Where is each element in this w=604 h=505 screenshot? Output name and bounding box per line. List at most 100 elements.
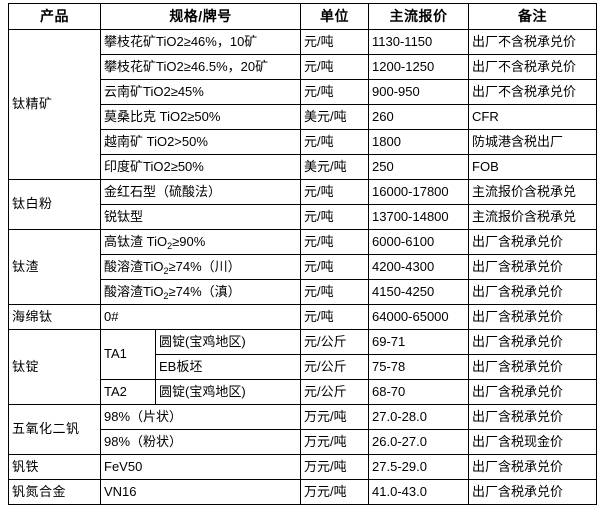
spec-subscript: 2 — [167, 240, 173, 251]
price-cell: 1130-1150 — [368, 29, 470, 55]
table-row: 越南矿 TiO2>50% 元/吨 1800 防城港含税出厂 — [9, 129, 598, 155]
unit-cell: 元/吨 — [300, 304, 370, 330]
unit-cell: 元/公斤 — [300, 329, 370, 355]
note-cell: 主流报价含税承兑 — [468, 204, 598, 230]
spec-cell: 攀枝花矿TiO2≥46.5%，20矿 — [99, 54, 302, 80]
note-cell: 出厂含税承兑价 — [468, 329, 598, 355]
note-cell: 出厂含税承兑价 — [468, 304, 598, 330]
price-cell: 64000-65000 — [368, 304, 470, 330]
note-cell: 出厂含税承兑价 — [468, 404, 598, 430]
unit-cell: 万元/吨 — [300, 429, 370, 455]
note-cell: 出厂含税现金价 — [468, 429, 598, 455]
table-row: 98%（粉状） 万元/吨 26.0-27.0 出厂含税现金价 — [9, 429, 598, 455]
spec-text-pre: 高钛渣 TiO — [104, 233, 168, 249]
product-name-cell: 钛锭 — [8, 329, 101, 405]
spec-cell: 印度矿TiO2≥50% — [99, 154, 302, 180]
price-table-container: 产品 规格/牌号 单位 主流报价 备注 钛精矿 攀枝花矿TiO2≥46%，10矿 元/吨 11… — [8, 3, 598, 505]
unit-cell: 元/吨 — [300, 279, 370, 305]
price-cell: 27.5-29.0 — [368, 454, 470, 480]
spec-cell: 攀枝花矿TiO2≥46%，10矿 — [99, 29, 302, 55]
table-row: 印度矿TiO2≥50% 美元/吨 250 FOB — [9, 154, 598, 180]
header-price: 主流报价 — [368, 3, 470, 30]
unit-cell: 元/吨 — [300, 129, 370, 155]
price-cell: 16000-17800 — [368, 179, 470, 205]
price-cell: 75-78 — [368, 354, 470, 380]
product-name-cell: 海绵钛 — [8, 304, 101, 330]
unit-cell: 元/公斤 — [300, 379, 370, 405]
price-cell: 69-71 — [368, 329, 470, 355]
price-cell: 900-950 — [368, 79, 470, 105]
grade-cell: TA2 — [100, 379, 156, 405]
unit-cell: 美元/吨 — [300, 154, 370, 180]
note-cell: 出厂含税承兑价 — [468, 354, 598, 380]
spec-cell: EB板坯 — [154, 354, 302, 380]
note-cell: 出厂不含税承兑价 — [468, 79, 598, 105]
unit-cell: 万元/吨 — [300, 404, 370, 430]
spec-cell: 98%（片状） — [99, 404, 302, 430]
unit-cell: 元/吨 — [300, 254, 370, 280]
product-name-cell: 钛白粉 — [8, 179, 101, 230]
spec-text-post: ≥90% — [172, 233, 206, 249]
spec-cell: 98%（粉状） — [99, 429, 302, 455]
spec-cell: 越南矿 TiO2>50% — [99, 129, 302, 155]
spec-cell: 酸溶渣TiO2≥74%（川） — [99, 254, 302, 280]
price-cell: 27.0-28.0 — [368, 404, 470, 430]
spec-cell: 圆锭(宝鸡地区) — [154, 379, 302, 405]
spec-text-post: ≥74%（川） — [168, 258, 241, 274]
price-cell: 250 — [368, 154, 470, 180]
table-row: 钛渣 高钛渣 TiO2≥90% 元/吨 6000-6100 出厂含税承兑价 — [8, 229, 598, 305]
table-body: 钛精矿 攀枝花矿TiO2≥46%，10矿 元/吨 1130-1150 出厂不含税承兑价攀… — [8, 29, 598, 505]
product-name-cell: 钛渣 — [8, 229, 101, 305]
note-cell: 防城港含税出厂 — [468, 129, 598, 155]
spec-cell: 高钛渣 TiO2≥90% — [99, 229, 302, 255]
note-cell: 出厂含税承兑价 — [468, 279, 598, 305]
spec-cell: 酸溶渣TiO2≥74%（滇） — [99, 279, 302, 305]
unit-cell: 万元/吨 — [300, 479, 370, 505]
product-name-cell: 钒氮合金 — [8, 479, 101, 505]
spec-subscript: 2 — [163, 290, 169, 301]
header-note: 备注 — [468, 3, 598, 30]
spec-text-pre: 酸溶渣TiO — [104, 258, 164, 274]
note-cell: 出厂不含税承兑价 — [468, 54, 598, 80]
table-header-row: 产品 规格/牌号 单位 主流报价 备注 — [8, 3, 598, 30]
spec-cell: 莫桑比克 TiO2≥50% — [99, 104, 302, 130]
spec-cell: 锐钛型 — [99, 204, 302, 230]
table-row: 锐钛型 元/吨 13700-14800 主流报价含税承兑 — [9, 204, 598, 230]
price-cell: 1800 — [368, 129, 470, 155]
unit-cell: 万元/吨 — [300, 454, 370, 480]
table-row: 钛精矿 攀枝花矿TiO2≥46%，10矿 元/吨 1130-1150 出厂不含税承兑价 — [8, 29, 598, 180]
unit-cell: 元/吨 — [300, 79, 370, 105]
note-cell: 出厂含税承兑价 — [468, 229, 598, 255]
spec-cell: 云南矿TiO2≥45% — [99, 79, 302, 105]
spec-cell: 圆锭(宝鸡地区) — [154, 329, 302, 355]
spec-text-pre: 酸溶渣TiO — [104, 283, 164, 299]
note-cell: 出厂含税承兑价 — [468, 379, 598, 405]
table-row: 钒氮合金 VN16 万元/吨 41.0-43.0 出厂含税承兑价 — [8, 479, 598, 505]
price-cell: 4200-4300 — [368, 254, 470, 280]
price-cell: 260 — [368, 104, 470, 130]
spec-subscript: 2 — [163, 265, 169, 276]
table-row: 攀枝花矿TiO2≥46.5%，20矿 元/吨 1200-1250 出厂不含税承兑价 — [9, 54, 598, 80]
spec-cell: VN16 — [99, 479, 302, 505]
unit-cell: 元/吨 — [300, 179, 370, 205]
header-unit: 单位 — [300, 3, 370, 30]
table-row: 海绵钛 0# 元/吨 64000-65000 出厂含税承兑价 — [8, 304, 598, 330]
table-row: 云南矿TiO2≥45% 元/吨 900-950 出厂不含税承兑价 — [9, 79, 598, 105]
unit-cell: 美元/吨 — [300, 104, 370, 130]
table-row: 钒铁 FeV50 万元/吨 27.5-29.0 出厂含税承兑价 — [8, 454, 598, 480]
product-name-cell: 钛精矿 — [8, 29, 101, 180]
note-cell: 出厂含税承兑价 — [468, 254, 598, 280]
price-cell: 26.0-27.0 — [368, 429, 470, 455]
price-cell: 6000-6100 — [368, 229, 470, 255]
table-row: 钛锭 TA1 圆锭(宝鸡地区) 元/公斤 69-71 出厂含税承兑价 — [8, 329, 598, 405]
product-price-table: 产品 规格/牌号 单位 主流报价 备注 钛精矿 攀枝花矿TiO2≥46%，10矿 元/吨 11… — [8, 3, 598, 505]
unit-cell: 元/吨 — [300, 29, 370, 55]
note-cell: 出厂不含税承兑价 — [468, 29, 598, 55]
table-row: TA2 圆锭(宝鸡地区) 元/公斤 68-70 出厂含税承兑价 — [9, 379, 598, 405]
table-row: 五氧化二钒 98%（片状） 万元/吨 27.0-28.0 出厂含税承兑价 — [8, 404, 598, 455]
unit-cell: 元/吨 — [300, 229, 370, 255]
table-row: 钛白粉 金红石型（硫酸法） 元/吨 16000-17800 主流报价含税承兑 — [8, 179, 598, 230]
price-cell: 1200-1250 — [368, 54, 470, 80]
note-cell: FOB — [468, 154, 598, 180]
unit-cell: 元/吨 — [300, 204, 370, 230]
